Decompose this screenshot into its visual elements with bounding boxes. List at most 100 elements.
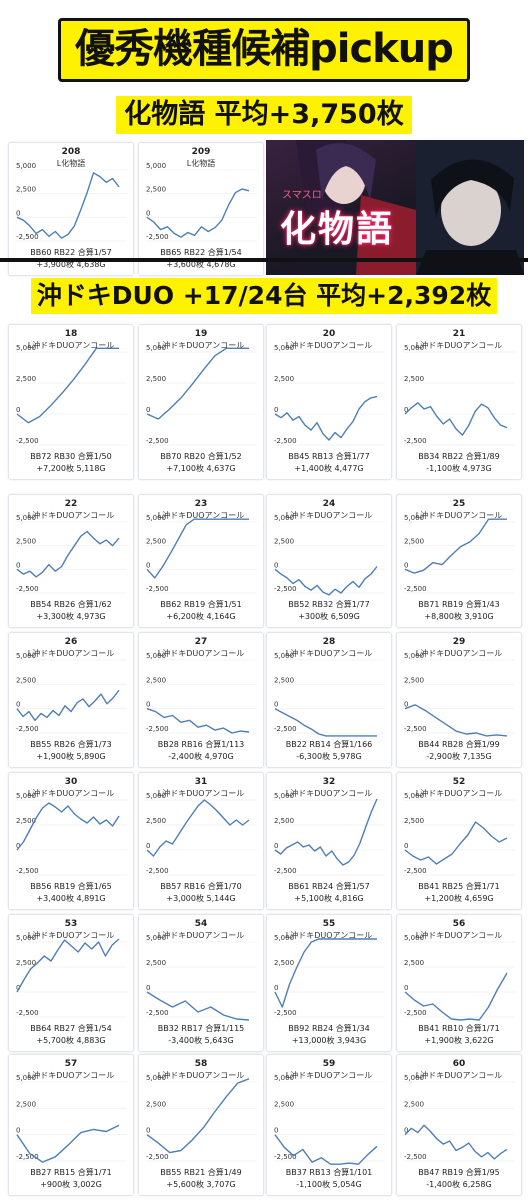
slot-graph-card: 27 L沖ドキDUOアンコール 5,000 2,500 0 -2,500 BB28 RB16… — [138, 632, 264, 768]
y-axis-tick-label: -2,500 — [274, 1009, 297, 1017]
y-axis-tick-label: 0 — [146, 406, 150, 414]
machine-number: 18 — [64, 329, 78, 339]
y-axis-tick-label: 2,500 — [16, 676, 36, 684]
y-axis-tick-label: -2,500 — [146, 437, 169, 445]
slump-graph: 5,000 2,500 0 -2,500 — [145, 1074, 257, 1162]
y-axis-tick-label: 2,500 — [146, 676, 166, 684]
result-and-games: +3,300枚 4,973G — [36, 612, 106, 621]
machine-name: L沖ドキDUOアンコール — [285, 341, 373, 350]
okidoki-title: 沖ドキDUO +17/24台 平均+2,392枚 — [30, 278, 498, 314]
bonus-stats: BB44 RB28 合算1/99 — [418, 740, 500, 749]
result-and-games: -1,100枚 4,973G — [426, 464, 492, 473]
y-axis-tick-label: -2,500 — [146, 725, 169, 733]
y-axis-tick-label: -2,500 — [146, 585, 169, 593]
slot-graph-card: 55 L沖ドキDUOアンコール 5,000 2,500 0 -2,500 BB92 RB24… — [266, 914, 392, 1052]
bakemonogatari-key-visual: スマスロ 化物語 — [266, 140, 524, 275]
machine-number: 53 — [64, 919, 78, 929]
y-axis-tick-label: 0 — [16, 1127, 20, 1135]
y-axis-tick-label: 2,500 — [404, 1100, 424, 1108]
result-and-games: +3,000枚 5,144G — [166, 894, 236, 903]
y-axis-tick-label: 2,500 — [274, 375, 294, 383]
y-axis-tick-label: 0 — [274, 842, 278, 850]
bonus-stats: BB54 RB26 合算1/62 — [30, 600, 112, 609]
machine-number: 31 — [194, 777, 208, 787]
slot-graph-card: 208 L化物語 5,000 2,500 0 -2,500 BB60 RB22 合算1/57… — [8, 142, 134, 276]
y-axis-tick-label: 2,500 — [404, 959, 424, 967]
y-axis-tick-label: -2,500 — [146, 233, 169, 241]
y-axis-tick-label: 5,000 — [16, 1074, 36, 1082]
machine-name: L沖ドキDUOアンコール — [415, 789, 503, 798]
machine-name: L沖ドキDUOアンコール — [285, 789, 373, 798]
slump-graph: 5,000 2,500 0 -2,500 — [15, 514, 127, 594]
slump-graph: 5,000 2,500 0 -2,500 — [273, 344, 385, 446]
result-and-games: +1,200枚 4,659G — [424, 894, 494, 903]
bonus-stats: BB92 RB24 合算1/34 — [288, 1024, 370, 1033]
result-and-games: -3,400枚 5,643G — [168, 1036, 234, 1045]
y-axis-tick-label: -2,500 — [274, 437, 297, 445]
machine-name: L沖ドキDUOアンコール — [157, 931, 245, 940]
result-and-games: +7,200枚 5,118G — [36, 464, 106, 473]
slump-graph: 5,000 2,500 0 -2,500 — [145, 934, 257, 1021]
machine-name: L沖ドキDUOアンコール — [27, 649, 115, 658]
slot-graph-card: 30 L沖ドキDUOアンコール 5,000 2,500 0 -2,500 BB56 RB19… — [8, 772, 134, 910]
machine-number: 22 — [64, 499, 78, 509]
y-axis-tick-label: 5,000 — [404, 514, 424, 522]
slump-graph: 5,000 2,500 0 -2,500 — [273, 934, 385, 1018]
y-axis-tick-label: -2,500 — [16, 437, 39, 445]
y-axis-tick-label: 2,500 — [274, 959, 294, 967]
payout-series-line — [404, 821, 508, 865]
result-and-games: +5,700枚 4,883G — [36, 1036, 106, 1045]
y-axis-tick-label: 0 — [274, 561, 278, 569]
y-axis-tick-label: 5,000 — [404, 652, 424, 660]
slot-graph-card: 57 L沖ドキDUOアンコール 5,000 2,500 0 -2,500 BB27 RB15… — [8, 1054, 134, 1196]
payout-series-line — [16, 802, 120, 851]
y-axis-tick-label: 5,000 — [404, 934, 424, 942]
slump-graph: 5,000 2,500 0 -2,500 — [403, 934, 515, 1021]
y-axis-tick-label: -2,500 — [404, 867, 427, 875]
y-axis-tick-label: 2,500 — [16, 1100, 36, 1108]
machine-name: L沖ドキDUOアンコール — [27, 931, 115, 940]
y-axis-tick-label: 0 — [274, 701, 278, 709]
payout-series-line — [274, 708, 377, 737]
slump-graph: 5,000 2,500 0 -2,500 — [15, 1074, 127, 1163]
y-axis-tick-label: 5,000 — [274, 934, 294, 942]
bonus-stats: BB61 RB24 合算1/57 — [288, 882, 370, 891]
result-and-games: -6,300枚 5,978G — [296, 752, 362, 761]
bonus-stats: BB27 RB15 合算1/71 — [30, 1168, 112, 1177]
result-and-games: +1,900枚 5,890G — [36, 752, 106, 761]
y-axis-tick-label: -2,500 — [274, 725, 297, 733]
bonus-stats: BB41 RB10 合算1/71 — [418, 1024, 500, 1033]
y-axis-tick-label: 0 — [404, 1127, 408, 1135]
bonus-stats: BB37 RB13 合算1/101 — [285, 1168, 373, 1177]
y-axis-tick-label: 5,000 — [274, 344, 294, 352]
slump-graph: 5,000 2,500 0 -2,500 — [145, 514, 257, 594]
payout-series-line — [16, 172, 120, 239]
y-axis-tick-label: 5,000 — [404, 1074, 424, 1082]
bonus-stats: BB32 RB17 合算1/115 — [157, 1024, 245, 1033]
y-axis-tick-label: 2,500 — [404, 538, 424, 546]
bonus-stats: BB45 RB13 合算1/77 — [288, 452, 370, 461]
y-axis-tick-label: 0 — [274, 1127, 278, 1135]
y-axis-tick-label: -2,500 — [146, 867, 169, 875]
payout-series-line — [146, 799, 250, 857]
slump-graph: 5,000 2,500 0 -2,500 — [145, 792, 257, 876]
machine-number: 57 — [64, 1059, 78, 1069]
y-axis-tick-label: 2,500 — [274, 676, 294, 684]
slot-graph-card: 54 L沖ドキDUOアンコール 5,000 2,500 0 -2,500 BB32 RB17… — [138, 914, 264, 1052]
slump-graph: 5,000 2,500 0 -2,500 — [145, 162, 257, 242]
payout-series-line — [274, 395, 378, 441]
machine-number: 30 — [64, 777, 78, 787]
machine-number: 21 — [452, 329, 466, 339]
y-axis-tick-label: 2,500 — [16, 375, 36, 383]
y-axis-tick-label: -2,500 — [16, 585, 39, 593]
slot-graph-card: 28 L沖ドキDUOアンコール 5,000 2,500 0 -2,500 BB22 RB14… — [266, 632, 392, 768]
y-axis-tick-label: 2,500 — [16, 817, 36, 825]
y-axis-tick-label: 5,000 — [274, 1074, 294, 1082]
bonus-stats: BB47 RB19 合算1/95 — [418, 1168, 500, 1177]
y-axis-tick-label: -2,500 — [274, 1153, 297, 1161]
slot-graph-card: 52 L沖ドキDUOアンコール 5,000 2,500 0 -2,500 BB41 RB25… — [396, 772, 522, 910]
y-axis-tick-label: 2,500 — [146, 817, 166, 825]
machine-number: 54 — [194, 919, 208, 929]
y-axis-tick-label: 5,000 — [274, 514, 294, 522]
y-axis-tick-label: 2,500 — [16, 186, 36, 194]
